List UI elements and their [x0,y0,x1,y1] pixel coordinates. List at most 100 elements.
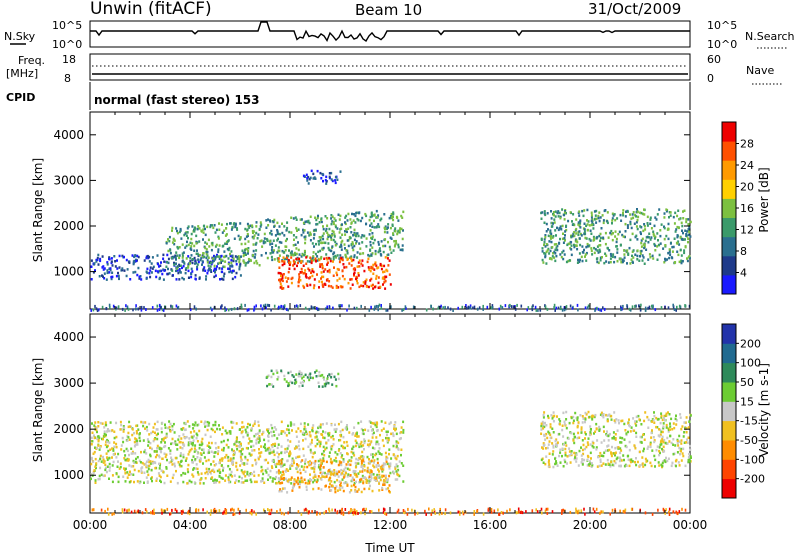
heatmap-cell [176,231,179,235]
heatmap-cell [576,418,579,422]
heatmap-cell [669,214,672,217]
heatmap-cell [128,261,131,264]
heatmap-cell [172,238,175,241]
heatmap-cell [541,247,544,250]
heatmap-cell [332,252,335,256]
heatmap-cell [326,263,329,266]
speckle-cell [603,307,606,311]
heatmap-cell [191,436,194,439]
heatmap-cell [123,449,126,453]
heatmap-cell [336,472,339,476]
heatmap-cell [541,446,543,449]
heatmap-cell [94,457,97,461]
heatmap-cell [542,427,545,430]
heatmap-cell [302,454,305,457]
heatmap-cell [323,436,326,440]
heatmap-cell [331,215,334,218]
speckle-cell [602,510,604,514]
speckle-cell [575,510,577,514]
heatmap-cell [564,441,567,444]
heatmap-cell [196,467,199,471]
speckle-cell [673,308,676,311]
heatmap-cell [202,231,205,234]
heatmap-cell [602,221,605,225]
heatmap-cell [600,411,603,415]
heatmap-cell [298,372,301,376]
heatmap-cell [330,489,333,492]
heatmap-cell [286,480,289,483]
heatmap-cell [115,445,118,449]
heatmap-cell [676,235,679,239]
heatmap-cell [369,248,372,251]
heatmap-cell [597,261,600,265]
heatmap-cell [158,446,161,450]
heatmap-cell [105,440,108,443]
heatmap-cell [206,242,208,246]
heatmap-cell [682,217,685,220]
heatmap-cell [90,477,92,481]
heatmap-cell [603,439,606,442]
heatmap-cell [541,420,544,424]
heatmap-cell [687,240,689,244]
heatmap-cell [328,431,331,435]
heatmap-cell [584,447,586,451]
heatmap-cell [601,256,603,259]
heatmap-cell [551,417,554,420]
heatmap-cell [278,266,281,269]
heatmap-cell [362,432,365,436]
heatmap-cell [261,245,264,248]
heatmap-cell [184,246,187,249]
heatmap-cell [113,430,116,433]
heatmap-cell [200,257,203,260]
heatmap-cell [304,241,307,245]
heatmap-cell [110,275,113,279]
heatmap-cell [196,456,199,459]
heatmap-cell [192,467,195,470]
heatmap-cell [393,425,396,428]
heatmap-cell [109,421,112,424]
heatmap-cell [346,252,349,255]
heatmap-cell [216,427,219,431]
heatmap-cell [577,431,580,435]
speckle-cell [176,509,178,513]
heatmap-cell [585,224,588,228]
heatmap-cell [232,460,235,464]
heatmap-cell [326,224,329,227]
heatmap-cell [130,425,132,429]
heatmap-cell [338,480,341,483]
heatmap-cell [210,270,213,273]
heatmap-cell [274,463,277,466]
heatmap-cell [176,481,179,485]
heatmap-cell [190,441,193,444]
heatmap-cell [397,229,400,233]
heatmap-cell [234,481,237,484]
heatmap-cell [271,434,274,438]
heatmap-cell [663,261,666,264]
heatmap-cell [331,383,334,386]
heatmap-cell [284,469,287,473]
heatmap-cell [376,461,379,465]
heatmap-cell [610,451,612,454]
speckle-cell [362,508,364,512]
heatmap-cell [586,454,589,458]
heatmap-cell [280,475,283,478]
heatmap-cell [92,472,95,475]
heatmap-cell [353,233,356,237]
speckle-cell [304,306,307,310]
heatmap-cell [281,274,284,277]
heatmap-cell [283,225,286,228]
heatmap-cell [564,447,567,451]
heatmap-cell [358,265,361,268]
heatmap-cell [564,451,567,454]
heatmap-cell [643,262,646,265]
heatmap-cell [400,448,403,451]
speckle-cell [385,308,387,312]
heatmap-cell [342,469,345,473]
heatmap-cell [254,253,257,256]
speckle-cell [253,510,255,514]
heatmap-cell [202,267,205,271]
speckle-cell [339,304,341,308]
heatmap-cell [637,215,640,219]
heatmap-cell [554,439,557,443]
heatmap-cell [322,376,325,379]
